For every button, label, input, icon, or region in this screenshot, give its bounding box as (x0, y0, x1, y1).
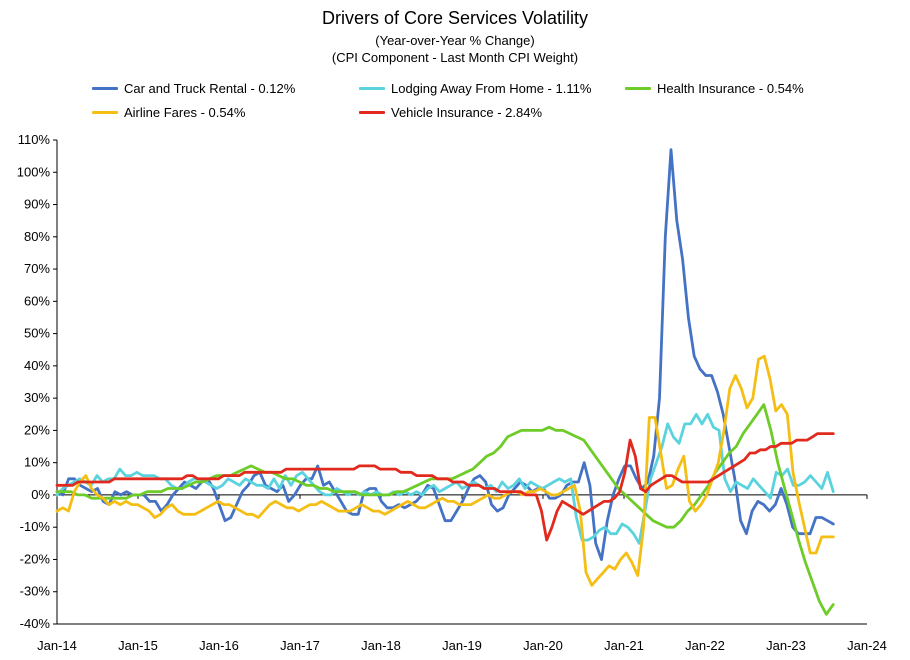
y-tick-label: -10% (20, 519, 51, 534)
series-line-1 (55, 412, 835, 545)
legend-item: Health Insurance - 0.54% (625, 81, 804, 96)
y-tick-label: 40% (24, 358, 50, 373)
x-tick-label: Jan-18 (361, 638, 401, 653)
legend-item: Car and Truck Rental - 0.12% (92, 81, 295, 96)
legend-label: Vehicle Insurance - 2.84% (391, 105, 543, 120)
y-tick-label: 30% (24, 390, 50, 405)
legend-label: Airline Fares - 0.54% (124, 105, 246, 120)
legend-label: Car and Truck Rental - 0.12% (124, 81, 296, 96)
legend-label: Lodging Away From Home - 1.11% (391, 81, 592, 96)
y-tick-label: 90% (24, 197, 50, 212)
x-tick-label: Jan-19 (442, 638, 482, 653)
chart-subtitle-2: (CPI Component - Last Month CPI Weight) (331, 50, 579, 65)
legend-item: Vehicle Insurance - 2.84% (359, 105, 542, 120)
legend-swatch (92, 111, 118, 114)
y-tick-label: 110% (18, 132, 51, 147)
legend-swatch (359, 111, 385, 114)
x-tick-label: Jan-22 (685, 638, 725, 653)
chart-title: Drivers of Core Services Volatility (321, 8, 589, 28)
series-line-3 (55, 354, 835, 587)
y-tick-label: -30% (20, 584, 51, 599)
legend-swatch (625, 87, 651, 90)
x-tick-label: Jan-14 (37, 638, 77, 653)
x-tick-label: Jan-24 (847, 638, 887, 653)
y-tick-label: -40% (20, 616, 51, 631)
x-tick-label: Jan-20 (523, 638, 563, 653)
chart-subtitle: (Year-over-Year % Change) (375, 33, 535, 48)
y-tick-label: 80% (24, 229, 50, 244)
x-tick-label: Jan-16 (199, 638, 239, 653)
y-tick-label: 60% (24, 293, 50, 308)
y-tick-label: 0% (31, 487, 50, 502)
y-tick-label: -20% (20, 551, 51, 566)
y-tick-label: 100% (17, 164, 51, 179)
y-tick-label: 70% (24, 261, 50, 276)
legend-swatch (92, 87, 118, 90)
x-tick-label: Jan-17 (280, 638, 320, 653)
series-line-4 (55, 432, 835, 542)
y-tick-label: 20% (24, 422, 50, 437)
legend-label: Health Insurance - 0.54% (657, 81, 804, 96)
series-line-0 (55, 148, 835, 561)
x-tick-label: Jan-21 (604, 638, 644, 653)
legend-item: Airline Fares - 0.54% (92, 105, 245, 120)
legend-swatch (359, 87, 385, 90)
x-tick-label: Jan-15 (118, 638, 158, 653)
series-line-2 (55, 403, 835, 616)
legend-item: Lodging Away From Home - 1.11% (359, 81, 591, 96)
y-tick-label: 10% (24, 455, 50, 470)
y-tick-label: 50% (24, 326, 50, 341)
x-tick-label: Jan-23 (766, 638, 806, 653)
